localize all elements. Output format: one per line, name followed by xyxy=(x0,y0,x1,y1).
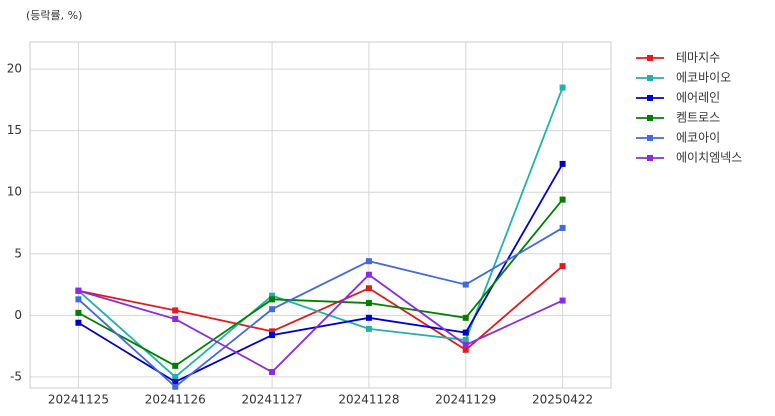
x-tick-label: 20241128 xyxy=(338,393,399,407)
legend-marker xyxy=(647,155,653,161)
y-tick-label: -5 xyxy=(10,369,22,383)
point-marker xyxy=(462,346,469,353)
legend-marker xyxy=(647,135,653,141)
x-tick-label: 20241126 xyxy=(145,393,206,407)
point-marker xyxy=(75,309,82,316)
series-line xyxy=(78,265,564,351)
point-marker xyxy=(462,341,469,348)
point-marker xyxy=(75,319,82,326)
point-marker xyxy=(172,383,179,390)
point-marker xyxy=(559,84,566,91)
legend-label: 에코아이 xyxy=(676,131,720,145)
y-tick-label: 15 xyxy=(7,123,22,137)
legend-marker xyxy=(647,55,653,61)
x-tick-label: 20250422 xyxy=(532,393,593,407)
legend-marker xyxy=(647,95,653,101)
x-tick-label: 20241129 xyxy=(435,393,496,407)
point-marker xyxy=(559,196,566,203)
point-marker xyxy=(365,325,372,332)
x-tick-label: 20241127 xyxy=(242,393,303,407)
y-tick-label: 0 xyxy=(14,308,22,322)
point-marker xyxy=(75,287,82,294)
point-marker xyxy=(365,300,372,307)
point-marker xyxy=(365,271,372,278)
point-marker xyxy=(559,297,566,304)
point-marker xyxy=(172,378,179,385)
series-line xyxy=(77,199,564,367)
legend-label: 켐트로스 xyxy=(676,111,720,125)
point-marker xyxy=(365,258,372,265)
point-marker xyxy=(269,296,276,303)
x-tick-label: 20241125 xyxy=(48,393,109,407)
legend-label: 테마지수 xyxy=(676,51,720,65)
point-marker xyxy=(559,160,566,167)
point-marker xyxy=(172,307,179,314)
point-marker xyxy=(462,336,469,343)
plot-frame xyxy=(29,41,612,389)
legend-marker xyxy=(647,75,653,81)
point-marker xyxy=(269,292,276,299)
point-marker xyxy=(172,316,179,323)
point-marker xyxy=(269,368,276,375)
point-marker xyxy=(365,285,372,292)
series-line xyxy=(77,227,564,388)
point-marker xyxy=(269,306,276,313)
point-marker xyxy=(559,263,566,270)
series-line xyxy=(78,273,563,374)
y-tick-label: 5 xyxy=(14,246,22,260)
point-marker xyxy=(172,362,179,369)
legend-label: 에코바이오 xyxy=(676,71,731,85)
point-marker xyxy=(365,314,372,321)
chart-title: (등락률, %) xyxy=(26,9,82,22)
legend-label: 에어레인 xyxy=(676,91,720,105)
point-marker xyxy=(462,281,469,288)
point-marker xyxy=(269,328,276,335)
point-marker xyxy=(172,373,179,380)
legend-marker xyxy=(647,115,653,121)
point-marker xyxy=(269,332,276,339)
legend-label: 에이치엠넥스 xyxy=(676,151,742,165)
point-marker xyxy=(462,314,469,321)
point-marker xyxy=(75,296,82,303)
y-tick-label: 20 xyxy=(7,62,22,76)
point-marker xyxy=(462,329,469,336)
point-marker xyxy=(559,224,566,231)
y-tick-label: 10 xyxy=(7,185,22,199)
